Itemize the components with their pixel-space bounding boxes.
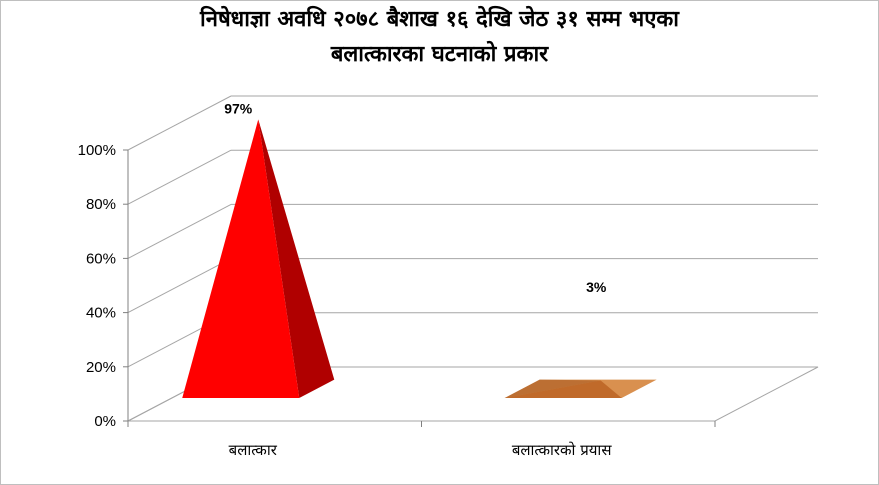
y-tick-label: 0% [94,413,116,430]
data-label: 97% [224,100,253,116]
gridline-diagonal [127,95,232,151]
axes: 0% 20% 40% 60% 80% 100% [78,142,716,430]
gridline-diagonal [127,149,232,205]
bar-pyramid-front [182,119,300,399]
y-tick-label: 100% [78,142,116,159]
y-tick-label: 60% [86,250,116,267]
x-category-label: बलात्कार [229,441,278,459]
chart-title-line-1: निषेधाज्ञा अवधि २०७८ बैशाख १६ देखि जेठ ३… [200,7,679,32]
bar-pyramid-front [504,380,622,398]
bar-pyramid-side [504,379,601,398]
labels: 97% बलात्कार 3% बलात्कारको प्रयास [224,100,612,459]
y-tick-label: 20% [86,359,116,376]
gridline-diagonal [127,203,232,259]
chart-title-line-2: बलात्कारका घटनाको प्रकार [330,42,549,67]
bars [182,119,657,399]
gridline-diagonal [127,258,232,314]
data-label: 3% [586,279,607,295]
y-tick-label: 40% [86,305,116,322]
y-tick-label: 80% [86,196,116,213]
bar-pyramid-side [258,119,335,399]
x-category-label: बलात्कारको प्रयास [512,441,613,459]
